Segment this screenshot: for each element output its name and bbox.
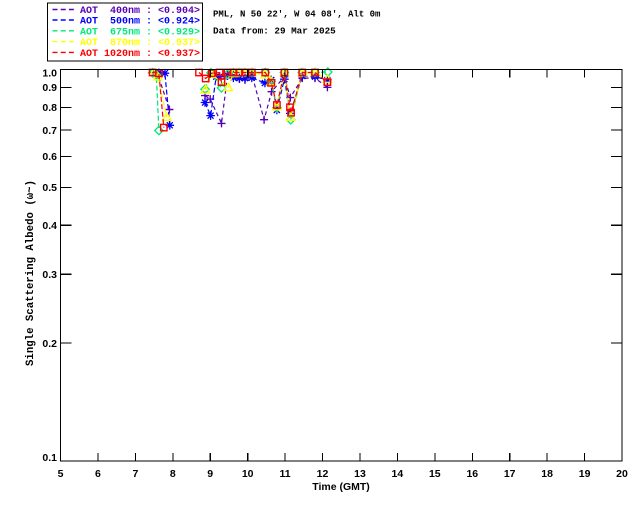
svg-text:0.1: 0.1 xyxy=(42,452,57,464)
svg-text:5: 5 xyxy=(58,468,64,480)
svg-text:10: 10 xyxy=(242,468,254,480)
svg-text:11: 11 xyxy=(280,468,291,480)
svg-text:0.6: 0.6 xyxy=(42,151,57,163)
svg-text:0.2: 0.2 xyxy=(42,338,57,350)
svg-text:0.8: 0.8 xyxy=(42,102,57,114)
svg-text:0.7: 0.7 xyxy=(42,125,57,137)
svg-text:8: 8 xyxy=(170,468,176,480)
svg-text:0.3: 0.3 xyxy=(42,269,57,281)
svg-text:9: 9 xyxy=(207,468,213,480)
svg-text:AOT 400nm : <0.904>: AOT 400nm : <0.904> xyxy=(80,6,200,17)
svg-text:Single Scattering Albedo (ω~): Single Scattering Albedo (ω~) xyxy=(25,180,37,366)
svg-text:19: 19 xyxy=(579,468,591,480)
svg-text:20: 20 xyxy=(616,468,628,480)
svg-text:Data from: 29 Mar 2025: Data from: 29 Mar 2025 xyxy=(213,25,336,36)
svg-text:17: 17 xyxy=(504,468,516,480)
svg-text:18: 18 xyxy=(541,468,553,480)
svg-text:1.0: 1.0 xyxy=(42,68,57,80)
svg-text:6: 6 xyxy=(95,468,101,480)
svg-text:0.4: 0.4 xyxy=(42,220,57,232)
svg-text:13: 13 xyxy=(354,468,366,480)
svg-text:AOT 500nm : <0.924>: AOT 500nm : <0.924> xyxy=(80,17,200,28)
svg-text:15: 15 xyxy=(429,468,441,480)
svg-text:7: 7 xyxy=(132,468,138,480)
svg-text:0.9: 0.9 xyxy=(42,82,57,94)
svg-text:AOT 1020nm : <0.937>: AOT 1020nm : <0.937> xyxy=(80,49,200,60)
svg-text:12: 12 xyxy=(317,468,329,480)
svg-text:0.5: 0.5 xyxy=(42,182,57,194)
svg-text:AOT 870nm : <0.937>: AOT 870nm : <0.937> xyxy=(80,38,200,49)
svg-text:14: 14 xyxy=(392,468,404,480)
svg-text:PML, N 50 22', W 04 08', Alt 0: PML, N 50 22', W 04 08', Alt 0m xyxy=(213,9,381,19)
svg-text:Time (GMT): Time (GMT) xyxy=(312,481,370,493)
svg-text:16: 16 xyxy=(466,468,478,480)
svg-text:AOT 675nm : <0.929>: AOT 675nm : <0.929> xyxy=(80,27,200,38)
